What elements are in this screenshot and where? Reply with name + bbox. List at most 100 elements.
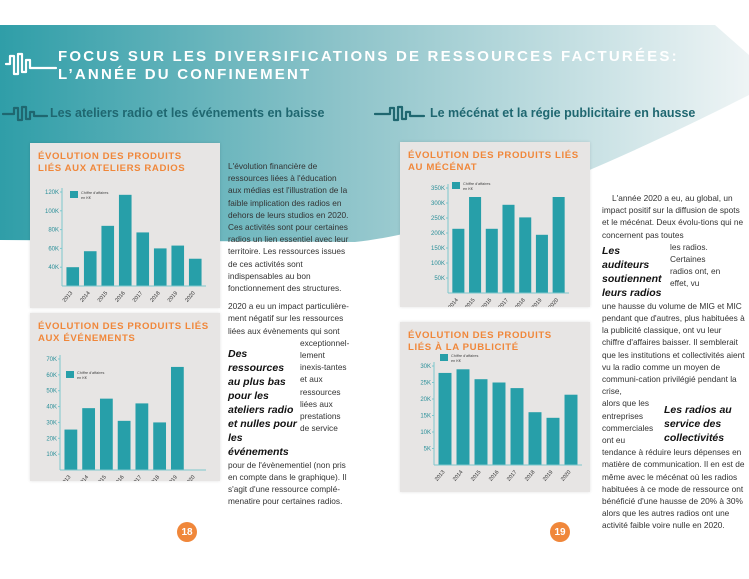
y-tick-label: 150K (431, 246, 445, 252)
y-tick-label: 60K (46, 373, 57, 379)
bar-2019 (546, 417, 560, 465)
bar-2015 (101, 225, 115, 286)
right-text-column: L'année 2020 a eu, au global, un impact … (602, 192, 746, 538)
bar-2020 (552, 197, 565, 293)
x-tick-label: 2015 (97, 290, 109, 303)
chart-evenements: ÉVOLUTION DES PRODUITS LIÉS AUX ÉVÉNEMEN… (30, 313, 220, 481)
x-tick-label: 2020 (560, 469, 572, 482)
x-tick-label: 2018 (149, 290, 161, 303)
x-tick-label: 2019 (531, 297, 543, 307)
page-number-left: 18 (177, 522, 197, 542)
paragraph: alors que les entreprises commerciales o… (602, 398, 654, 446)
bar-2018 (153, 422, 167, 470)
legend-label: Chiffre d'affaires en K€ (463, 182, 490, 191)
bar-2014 (83, 251, 97, 286)
bar-2019 (170, 366, 184, 470)
left-subtitle: Les ateliers radio et les événements en … (50, 106, 325, 120)
x-tick-label: 2013 (434, 469, 446, 482)
bar-2018 (519, 217, 532, 293)
bar-2014 (452, 228, 465, 293)
y-tick-label: 20K (420, 397, 431, 403)
y-tick-label: 120K (45, 190, 59, 196)
callout-quote: Les radios au service des collectivités (664, 404, 732, 445)
chart-title: ÉVOLUTION DES PRODUITS LIÉS À LA PUBLICI… (408, 330, 552, 353)
x-tick-label: 2020 (184, 290, 196, 303)
y-tick-label: 100K (431, 261, 445, 267)
paragraph: 2020 a eu un impact particulière-ment né… (228, 301, 349, 336)
y-tick-label: 25K (420, 381, 431, 387)
x-tick-label: 2020 (548, 297, 560, 307)
bar-2019 (535, 234, 548, 293)
legend-swatch (452, 182, 460, 189)
bar-2018 (528, 412, 542, 465)
y-tick-label: 20K (46, 436, 57, 442)
bar-2016 (492, 382, 506, 465)
bar-2016 (118, 194, 132, 286)
x-tick-label: 2017 (131, 474, 143, 481)
y-tick-label: 40K (48, 265, 59, 271)
y-tick-label: 250K (431, 216, 445, 222)
legend-label: Chiffre d'affaires en K€ (77, 371, 104, 380)
callout-quote: Des ressources au plus bas pour les atel… (228, 347, 297, 458)
x-tick-label: 2017 (132, 290, 144, 303)
x-tick-label: 2014 (452, 469, 464, 482)
x-tick-label: 2016 (481, 297, 493, 307)
bar-2017 (510, 388, 524, 465)
bar-2015 (474, 379, 488, 465)
bar-2020 (564, 394, 578, 465)
x-tick-label: 2013 (60, 474, 72, 481)
x-tick-label: 2014 (447, 297, 459, 307)
bar-2013 (64, 429, 78, 470)
x-tick-label: 2015 (470, 469, 482, 482)
chart-svg: 2013 2014 2015 2016 2017 2018 2019 2020 10K 20K 30… (46, 355, 206, 481)
bar-2017 (136, 232, 150, 286)
y-tick-label: 300K (431, 201, 445, 207)
bar-2016 (117, 420, 131, 470)
y-tick-label: 50K (46, 389, 57, 395)
bar-2015 (469, 197, 482, 293)
legend-swatch (70, 191, 78, 198)
y-tick-label: 30K (420, 364, 431, 370)
chart-ateliers-radios: ÉVOLUTION DES PRODUITS LIÉS AUX ATELIERS… (30, 143, 220, 308)
bar-2020 (188, 258, 202, 286)
left-text-column: L'évolution financière de ressources lié… (228, 160, 350, 514)
x-tick-label: 2013 (62, 290, 74, 303)
x-tick-label: 2016 (488, 469, 500, 482)
page-number-right: 19 (550, 522, 570, 542)
bar-2013 (438, 372, 452, 465)
sound-wave-icon (4, 52, 58, 76)
bar-2018 (153, 248, 167, 286)
x-tick-label: 2020 (184, 474, 196, 481)
chart-svg: 2014 2015 2016 2017 2018 2019 2020 50K 100K 150K 2… (431, 182, 569, 307)
y-tick-label: 350K (431, 186, 445, 192)
bar-2014 (456, 369, 470, 465)
bar-2014 (82, 408, 96, 470)
y-tick-label: 15K (420, 414, 431, 420)
paragraph: tendance à réduire leurs dépenses en mat… (602, 447, 745, 531)
sound-wave-icon (374, 105, 426, 122)
y-tick-label: 200K (431, 231, 445, 237)
x-tick-label: 2018 (514, 297, 526, 307)
legend-swatch (440, 354, 448, 361)
right-subtitle: Le mécénat et la régie publicitaire en h… (430, 106, 696, 120)
y-tick-label: 80K (48, 228, 59, 234)
page-title-line2: L’ANNÉE DU CONFINEMENT (58, 66, 312, 83)
x-tick-label: 2014 (79, 290, 91, 303)
paragraph: L'évolution financière de ressources lié… (228, 161, 349, 294)
paragraph: L'année 2020 a eu, au global, un impact … (602, 193, 744, 240)
y-tick-label: 10K (46, 452, 57, 458)
y-tick-label: 5K (424, 447, 431, 453)
y-tick-label: 50K (434, 276, 445, 282)
y-tick-label: 70K (46, 357, 57, 363)
chart-title: ÉVOLUTION DES PRODUITS LIÉS AUX ATELIERS… (38, 151, 186, 174)
chart-svg: 2013 2014 2015 2016 2017 2018 2019 2020 40K 60K 80… (45, 188, 206, 304)
x-tick-label: 2017 (498, 297, 510, 307)
x-tick-label: 2014 (78, 474, 90, 481)
y-tick-label: 60K (48, 246, 59, 252)
legend-label: Chiffre d'affaires en K€ (451, 354, 478, 363)
y-tick-label: 100K (45, 209, 59, 215)
bar-2019 (171, 245, 185, 286)
x-tick-label: 2015 (464, 297, 476, 307)
bar-2015 (99, 398, 113, 470)
bar-2017 (502, 204, 515, 293)
